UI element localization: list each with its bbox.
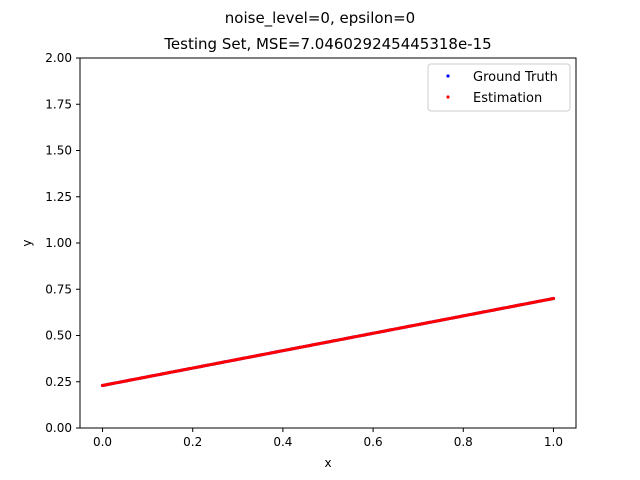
plot-area: 0.0 0.2 0.4 0.6 0.8 1.0 0.00 0.25 0.50 0.75 1.00 1… bbox=[45, 51, 577, 449]
y-tick-label: 1.75 bbox=[45, 97, 72, 111]
x-axis-ticks: 0.0 0.2 0.4 0.6 0.8 1.0 bbox=[93, 428, 563, 449]
x-tick-label: 0.4 bbox=[273, 435, 292, 449]
x-tick-label: 0.0 bbox=[93, 435, 112, 449]
x-tick-label: 0.2 bbox=[183, 435, 202, 449]
chart-title: Testing Set, MSE=7.046029245445318e-15 bbox=[163, 35, 491, 53]
legend-label: Estimation bbox=[473, 91, 542, 106]
legend-box bbox=[427, 63, 571, 112]
series-layer bbox=[100, 296, 556, 388]
y-tick-label: 1.25 bbox=[45, 190, 72, 204]
chart-suptitle: noise_level=0, epsilon=0 bbox=[225, 9, 415, 28]
x-tick-label: 0.6 bbox=[364, 435, 383, 449]
legend-entries: Ground Truth Estimation bbox=[446, 70, 558, 106]
x-tick-label: 1.0 bbox=[544, 435, 563, 449]
legend-marker bbox=[446, 74, 450, 78]
series-estimation bbox=[100, 296, 556, 388]
x-axis-label: x bbox=[324, 456, 331, 470]
data-point bbox=[551, 296, 556, 301]
y-tick-label: 0.75 bbox=[45, 282, 72, 296]
legend-label: Ground Truth bbox=[473, 70, 558, 85]
legend-marker bbox=[446, 95, 450, 99]
y-axis-ticks: 0.00 0.25 0.50 0.75 1.00 1.25 1.50 1.75 2.00 bbox=[45, 51, 80, 435]
y-tick-label: 0.50 bbox=[45, 329, 72, 343]
y-axis-label: y bbox=[20, 239, 34, 246]
y-tick-label: 0.25 bbox=[45, 375, 72, 389]
x-tick-label: 0.8 bbox=[454, 435, 473, 449]
y-tick-label: 1.00 bbox=[45, 236, 72, 250]
y-tick-label: 2.00 bbox=[45, 51, 72, 65]
y-tick-label: 0.00 bbox=[45, 421, 72, 435]
y-tick-label: 1.50 bbox=[45, 144, 72, 158]
legend: Ground Truth Estimation bbox=[427, 63, 571, 112]
